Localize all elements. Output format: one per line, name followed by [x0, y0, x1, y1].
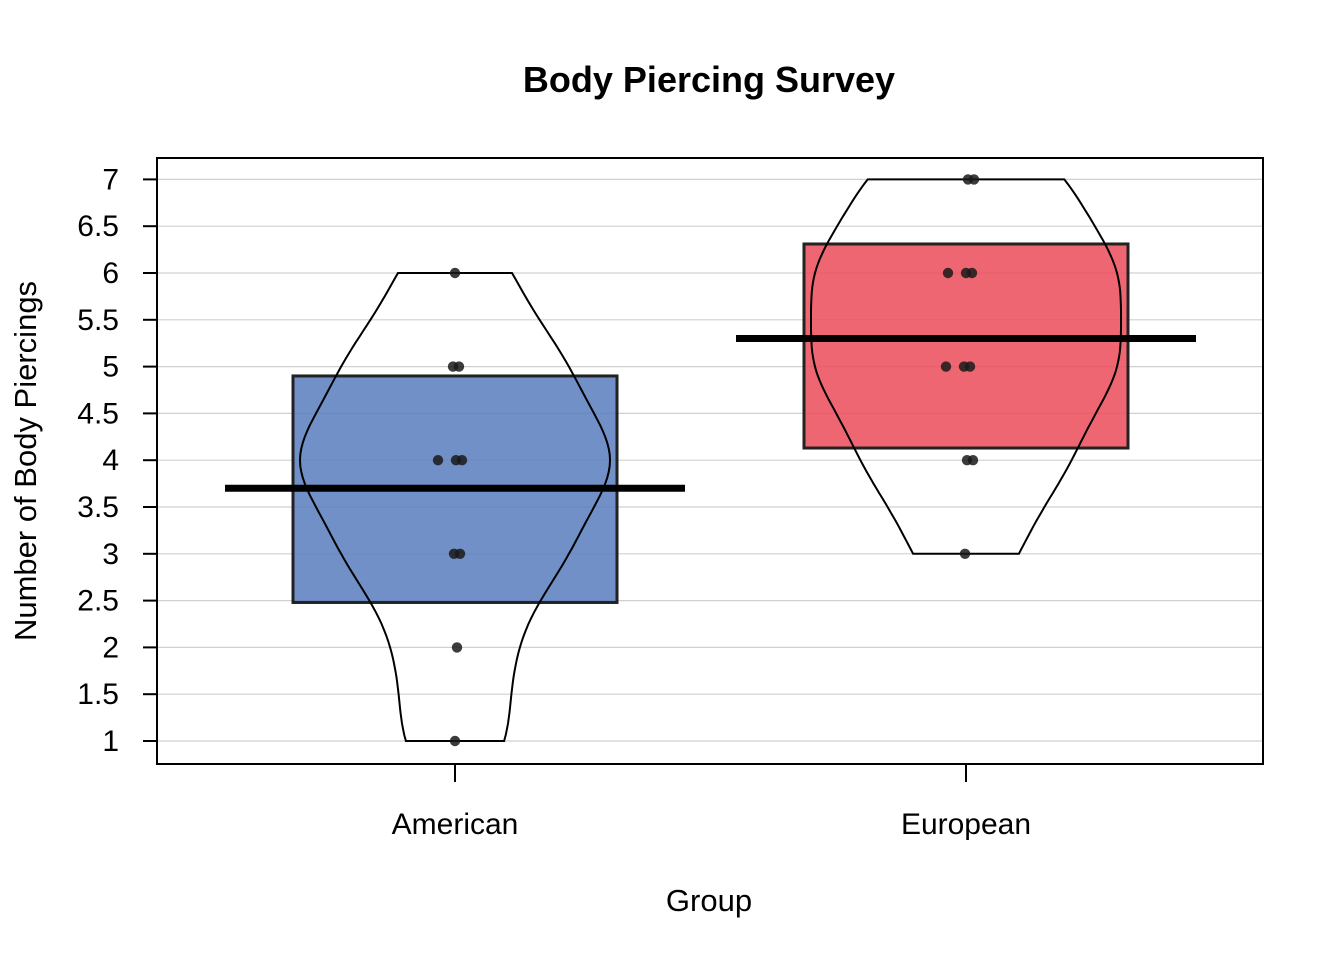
data-point [449, 735, 461, 747]
y-tick-label: 5 [102, 351, 119, 384]
y-tick-label: 1 [102, 725, 119, 758]
x-tick-label-european: European [901, 808, 1031, 841]
data-point [968, 174, 980, 185]
mean-lines [225, 335, 1196, 492]
y-tick-label: 6.5 [77, 210, 119, 243]
y-tick-label: 4.5 [77, 397, 119, 430]
data-point [453, 361, 465, 372]
y-axis: 1 1.5 2 2.5 3 3.5 4 4.5 5 5.5 6 6.5 7 [77, 163, 157, 758]
chart-title: Body Piercing Survey [523, 59, 895, 100]
y-tick-label: 3 [102, 538, 119, 571]
y-tick-label: 4 [102, 444, 119, 477]
y-axis-label: Number of Body Piercings [8, 281, 43, 641]
data-point [451, 642, 463, 653]
data-point [967, 455, 979, 466]
data-point [456, 455, 468, 466]
data-point [454, 548, 466, 559]
y-tick-label: 6 [102, 257, 119, 290]
confidence-bands [291, 242, 1130, 604]
data-point [966, 267, 978, 279]
y-tick-label: 7 [102, 163, 119, 196]
y-tick-label: 1.5 [77, 678, 119, 711]
y-tick-label: 3.5 [77, 491, 119, 524]
x-tick-label-american: American [392, 808, 519, 841]
y-tick-label: 2 [102, 631, 119, 664]
data-point [449, 267, 461, 279]
violin-european [810, 178, 1122, 555]
y-tick-label: 2.5 [77, 585, 119, 618]
data-point [432, 455, 444, 466]
y-tick-label: 5.5 [77, 304, 119, 337]
data-point [940, 361, 952, 372]
violin-american [298, 272, 612, 742]
x-axis-label: Group [666, 883, 752, 918]
raw-points [432, 174, 980, 747]
data-point [959, 548, 971, 559]
data-point [964, 361, 976, 372]
x-axis: American European [392, 764, 1031, 841]
data-point [942, 267, 954, 279]
violins [298, 178, 1122, 742]
